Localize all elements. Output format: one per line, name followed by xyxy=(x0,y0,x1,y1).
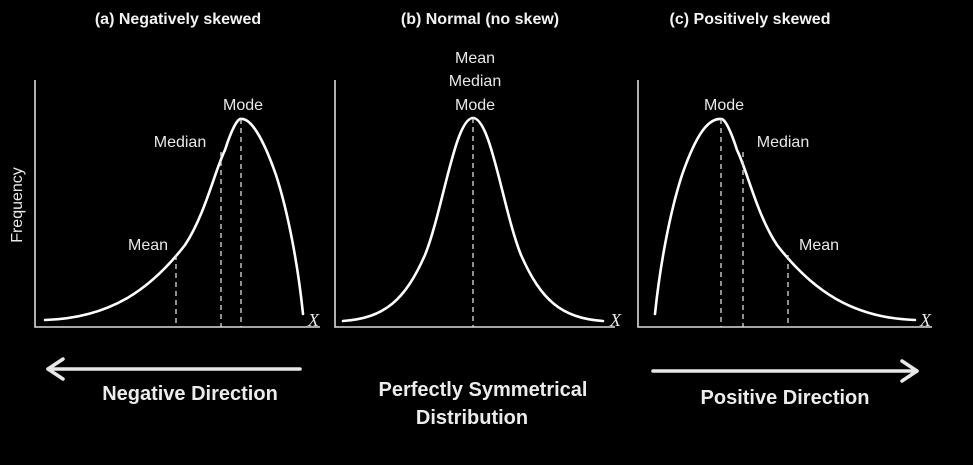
panel-b: X Mean Median Mode xyxy=(334,50,622,330)
panel-c-mean-label: Mean xyxy=(799,237,839,254)
panel-c-x-label: X xyxy=(919,310,932,330)
right-arrow-icon xyxy=(651,359,919,383)
panel-b-mean-label: Mean xyxy=(455,50,495,67)
panel-c-mode-label: Mode xyxy=(704,97,744,114)
panel-a-curve xyxy=(43,117,305,322)
panel-a-mode-label: Mode xyxy=(223,97,263,114)
caption-positive-direction: Positive Direction xyxy=(701,387,870,409)
panel-b-mode-label: Mode xyxy=(455,97,495,114)
caption-negative-direction: Negative Direction xyxy=(102,383,278,405)
panel-b-axes xyxy=(334,80,615,328)
panel-c-curve xyxy=(653,117,917,322)
panel-b-x-label: X xyxy=(609,310,622,330)
caption-symmetrical-line1: Perfectly Symmetrical xyxy=(378,379,587,401)
panel-c-median-label: Median xyxy=(757,134,809,151)
left-arrow-icon xyxy=(46,357,302,381)
panel-c: X Mode Median Mean xyxy=(637,80,932,330)
panel-a-mean-label: Mean xyxy=(128,237,168,254)
panel-a: X Mode Median Mean xyxy=(34,80,320,330)
panel-a-title: (a) Negatively skewed xyxy=(95,11,261,28)
y-axis-label: Frequency xyxy=(9,167,26,243)
panel-a-median-label: Median xyxy=(154,134,206,151)
panel-c-title: (c) Positively skewed xyxy=(670,11,831,28)
panel-a-axes xyxy=(34,80,320,328)
caption-symmetrical-line2: Distribution xyxy=(416,407,528,429)
panel-c-axes xyxy=(637,80,932,328)
panel-b-median-label: Median xyxy=(449,73,501,90)
panel-a-x-label: X xyxy=(307,310,320,330)
panel-b-title: (b) Normal (no skew) xyxy=(401,11,559,28)
